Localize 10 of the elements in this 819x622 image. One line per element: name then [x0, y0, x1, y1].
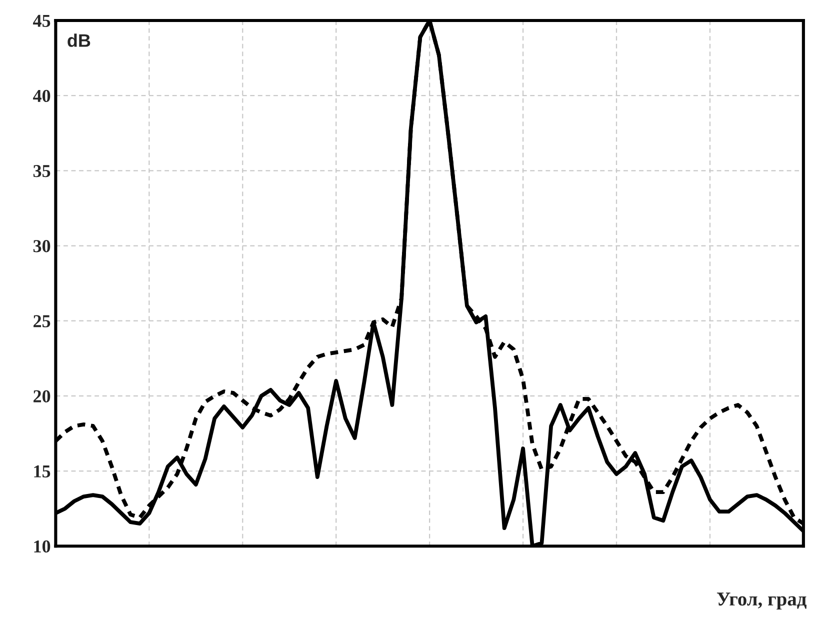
y-axis-title: dB [68, 34, 90, 47]
y-tick-label: 35 [33, 165, 50, 178]
y-tick-label: 10 [34, 540, 50, 553]
y-tick-label: 15 [34, 465, 50, 478]
x-axis-title: Угол, град [716, 592, 806, 610]
y-tick-label: 40 [33, 90, 50, 102]
y-tick-label: 20 [34, 390, 50, 402]
y-tick-label: 45 [33, 14, 50, 27]
y-tick-label: 30 [33, 240, 50, 252]
y-tick-label: 25 [34, 315, 50, 328]
